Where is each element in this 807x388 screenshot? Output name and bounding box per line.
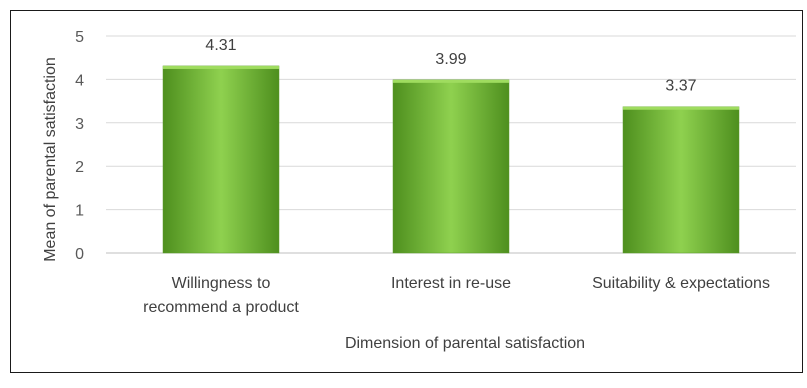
x-category-label: recommend a product [143, 299, 299, 316]
y-tick-label: 4 [75, 72, 84, 89]
x-category-label: Suitability & expectations [592, 275, 770, 292]
bar [392, 79, 510, 254]
bar-chart: 0 1 2 3 4 5 4.31 3.99 3.37 Willingness to recomm… [42, 29, 796, 352]
x-axis-categories: Willingness to recommend a product Interes… [143, 275, 770, 316]
y-axis-ticks: 0 1 2 3 4 5 [75, 29, 84, 263]
bar-top-highlight [163, 65, 279, 69]
y-tick-label: 0 [75, 246, 84, 263]
x-category-label: Willingness to [172, 275, 271, 292]
y-axis-title: Mean of parental satisfaction [42, 57, 59, 262]
y-tick-label: 2 [75, 159, 84, 176]
y-tick-label: 3 [75, 116, 84, 133]
y-tick-label: 5 [75, 29, 84, 46]
data-labels: 4.31 3.99 3.37 [205, 37, 696, 95]
data-label: 3.99 [435, 51, 466, 68]
y-tick-label: 1 [75, 203, 84, 220]
bar [622, 106, 740, 254]
x-category-label: Interest in re-use [391, 275, 511, 292]
data-label: 4.31 [205, 37, 236, 54]
x-axis-title: Dimension of parental satisfaction [345, 335, 585, 352]
chart-frame: 0 1 2 3 4 5 4.31 3.99 3.37 Willingness to recomm… [10, 10, 803, 373]
bars [162, 65, 740, 254]
bar-top-highlight [623, 106, 739, 110]
bar [162, 65, 280, 254]
bar-top-highlight [393, 79, 509, 83]
data-label: 3.37 [665, 78, 696, 95]
